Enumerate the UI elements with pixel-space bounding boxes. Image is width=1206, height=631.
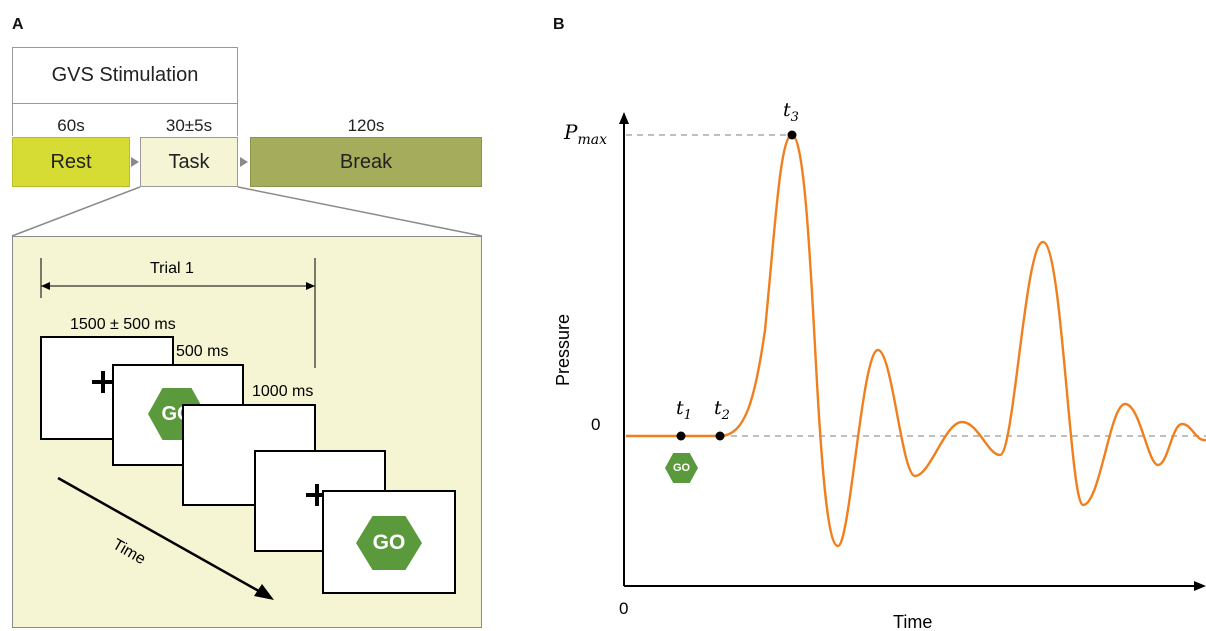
break-duration: 120s [347, 116, 385, 135]
task-label: Task [168, 150, 210, 173]
task-duration: 30±5s [165, 116, 213, 135]
task-to-break-arrow [240, 157, 248, 167]
trial-bracket [40, 258, 316, 368]
pressure-curve [626, 133, 1206, 548]
t2-marker [715, 431, 725, 441]
go-screen-2: GO [322, 490, 456, 594]
task-block: Task [140, 137, 238, 187]
zoom-line-left [11, 186, 141, 237]
zoom-lines [11, 186, 483, 237]
t3-label: t3 [783, 99, 799, 125]
zero-y-label: 0 [591, 415, 600, 434]
trial-arrow-left [41, 282, 50, 290]
break-block: Break [250, 137, 482, 187]
go-sign-icon: GO [665, 453, 698, 483]
y-axis-arrowhead [619, 112, 629, 124]
x-axis-arrowhead [1194, 581, 1206, 591]
rest-label: Rest [50, 150, 92, 173]
t1-marker [676, 431, 686, 441]
panel-a-label: A [12, 16, 24, 33]
trial-arrow-right [306, 282, 315, 290]
zero-x-label: 0 [619, 599, 628, 618]
fixation-cross-icon [306, 484, 328, 506]
time-arrow-head [254, 584, 274, 600]
fixation-cross-icon [92, 371, 114, 393]
gvs-bracket-right [237, 104, 238, 136]
time-arrow [57, 476, 274, 600]
blank-time-label: 1000 ms [252, 383, 314, 400]
x-axis-label: Time [893, 612, 932, 631]
rest-to-task-arrow [131, 157, 139, 167]
break-label: Break [339, 150, 393, 173]
fixation-time-label: 1500 ± 500 ms [70, 316, 176, 333]
zoom-line-right [237, 186, 483, 237]
panel-b-label: B [553, 16, 565, 33]
t2-label: t2 [714, 397, 730, 423]
time-arrow-line [57, 476, 265, 596]
gvs-bracket-left [12, 104, 13, 136]
y-axis-label: Pressure [553, 314, 573, 386]
go-sign-text: GO [372, 531, 406, 554]
go-sign-text: GO [672, 462, 691, 474]
rest-block: Rest [12, 137, 130, 187]
trial-label: Trial 1 [150, 260, 194, 277]
go-sign-icon: GO [356, 516, 422, 570]
pmax-label: Pmax [563, 120, 607, 148]
go-time-label: 500 ms [176, 343, 229, 360]
t3-marker [787, 130, 797, 140]
rest-duration: 60s [57, 116, 85, 135]
gvs-stimulation-label: GVS Stimulation [51, 64, 199, 86]
gvs-stimulation-box: GVS Stimulation [12, 47, 238, 104]
t1-label: t1 [676, 397, 692, 423]
